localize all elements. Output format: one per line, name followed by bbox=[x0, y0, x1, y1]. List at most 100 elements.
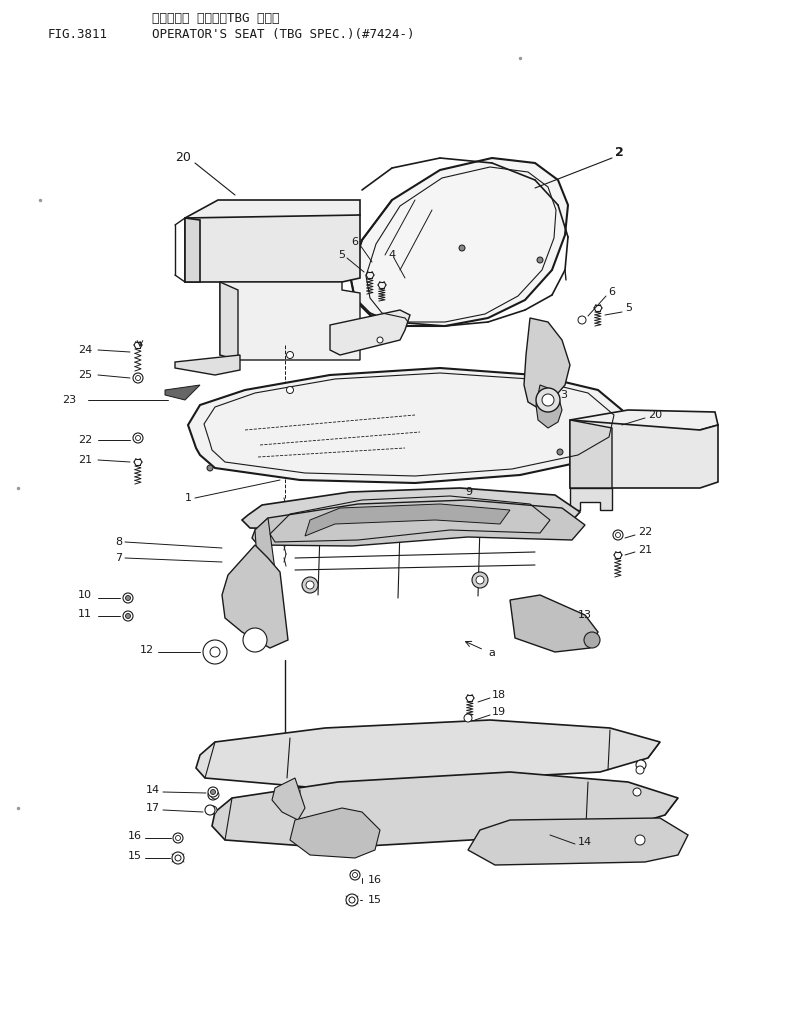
Text: a: a bbox=[488, 648, 495, 658]
Text: 16: 16 bbox=[128, 831, 142, 841]
Circle shape bbox=[635, 835, 645, 845]
Circle shape bbox=[211, 791, 219, 799]
Circle shape bbox=[349, 897, 355, 903]
Circle shape bbox=[286, 387, 294, 393]
Circle shape bbox=[208, 787, 218, 797]
Text: 5: 5 bbox=[625, 303, 632, 313]
Circle shape bbox=[125, 596, 130, 601]
Text: 24: 24 bbox=[78, 345, 92, 355]
Circle shape bbox=[636, 766, 644, 774]
Circle shape bbox=[542, 394, 554, 406]
Circle shape bbox=[476, 576, 484, 585]
Text: 23: 23 bbox=[62, 395, 76, 405]
Circle shape bbox=[175, 855, 181, 861]
Text: 8: 8 bbox=[115, 537, 122, 547]
Text: 5: 5 bbox=[338, 250, 345, 260]
Circle shape bbox=[133, 373, 143, 383]
Polygon shape bbox=[536, 385, 562, 428]
Circle shape bbox=[207, 465, 213, 471]
Polygon shape bbox=[165, 385, 200, 400]
Polygon shape bbox=[272, 778, 305, 820]
Polygon shape bbox=[185, 218, 200, 282]
Polygon shape bbox=[185, 215, 360, 282]
Circle shape bbox=[243, 628, 267, 652]
Circle shape bbox=[123, 593, 133, 603]
Polygon shape bbox=[350, 158, 568, 326]
Text: 6: 6 bbox=[608, 287, 615, 297]
Polygon shape bbox=[510, 595, 598, 652]
Circle shape bbox=[584, 632, 600, 648]
Text: 18: 18 bbox=[492, 690, 506, 700]
Circle shape bbox=[286, 352, 294, 359]
Polygon shape bbox=[305, 504, 510, 536]
Circle shape bbox=[459, 245, 465, 251]
Polygon shape bbox=[252, 500, 585, 546]
Circle shape bbox=[173, 833, 183, 843]
Text: 19: 19 bbox=[492, 707, 506, 717]
Circle shape bbox=[210, 647, 220, 657]
Text: 4: 4 bbox=[388, 250, 395, 260]
Polygon shape bbox=[220, 282, 360, 360]
Polygon shape bbox=[255, 518, 275, 582]
Circle shape bbox=[302, 577, 318, 593]
Circle shape bbox=[125, 614, 130, 619]
Text: 22: 22 bbox=[638, 527, 653, 537]
Text: 14: 14 bbox=[146, 785, 160, 795]
Text: 21: 21 bbox=[78, 455, 92, 465]
Circle shape bbox=[537, 257, 543, 263]
Polygon shape bbox=[524, 318, 570, 408]
Circle shape bbox=[350, 870, 360, 880]
Text: 11: 11 bbox=[78, 609, 92, 619]
Text: 22: 22 bbox=[78, 435, 92, 445]
Polygon shape bbox=[570, 488, 612, 510]
Text: 17: 17 bbox=[146, 803, 160, 813]
Text: 16: 16 bbox=[368, 875, 382, 885]
Polygon shape bbox=[468, 819, 688, 865]
Text: 21: 21 bbox=[638, 545, 653, 555]
Polygon shape bbox=[290, 808, 380, 858]
Circle shape bbox=[123, 611, 133, 621]
Text: 3: 3 bbox=[560, 390, 567, 400]
Circle shape bbox=[472, 572, 488, 588]
Circle shape bbox=[211, 789, 215, 794]
Polygon shape bbox=[196, 720, 660, 788]
Circle shape bbox=[353, 872, 357, 877]
Circle shape bbox=[172, 852, 184, 864]
Polygon shape bbox=[222, 545, 288, 648]
Circle shape bbox=[209, 806, 217, 814]
Circle shape bbox=[175, 836, 181, 841]
Circle shape bbox=[136, 376, 140, 381]
Circle shape bbox=[346, 894, 358, 906]
Polygon shape bbox=[188, 368, 628, 483]
Polygon shape bbox=[212, 772, 678, 848]
Polygon shape bbox=[175, 355, 240, 375]
Text: 7: 7 bbox=[115, 553, 122, 563]
Polygon shape bbox=[330, 310, 410, 355]
Circle shape bbox=[306, 581, 314, 589]
Circle shape bbox=[203, 640, 227, 664]
Text: 2: 2 bbox=[615, 146, 624, 158]
Circle shape bbox=[464, 714, 472, 722]
Text: 15: 15 bbox=[368, 895, 382, 905]
Circle shape bbox=[636, 760, 646, 770]
Polygon shape bbox=[570, 420, 612, 488]
Polygon shape bbox=[570, 420, 718, 488]
Circle shape bbox=[578, 316, 586, 324]
Text: FIG.3811: FIG.3811 bbox=[48, 28, 108, 41]
Text: 1: 1 bbox=[185, 493, 192, 503]
Text: 12: 12 bbox=[140, 645, 154, 655]
Text: 13: 13 bbox=[578, 610, 592, 620]
Circle shape bbox=[205, 805, 215, 815]
Circle shape bbox=[133, 433, 143, 443]
Circle shape bbox=[536, 388, 560, 412]
Circle shape bbox=[136, 436, 140, 441]
Circle shape bbox=[377, 337, 383, 343]
Polygon shape bbox=[242, 488, 580, 530]
Text: 25: 25 bbox=[78, 370, 92, 380]
Text: 9: 9 bbox=[465, 487, 472, 497]
Text: 20: 20 bbox=[648, 410, 662, 420]
Text: オペレータ シート（TBG ショ）: オペレータ シート（TBG ショ） bbox=[152, 12, 279, 25]
Circle shape bbox=[208, 790, 218, 800]
Circle shape bbox=[613, 530, 623, 540]
Text: 20: 20 bbox=[175, 151, 191, 163]
